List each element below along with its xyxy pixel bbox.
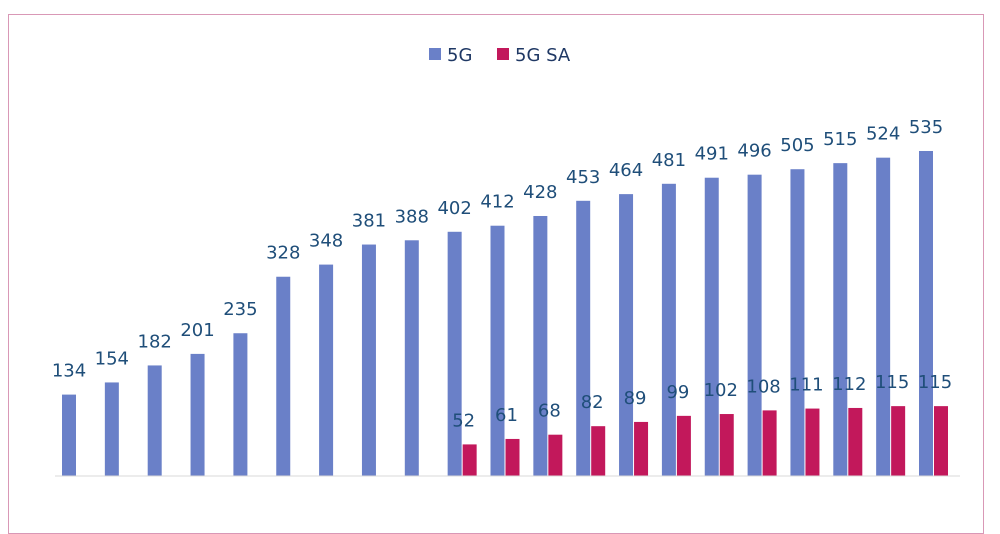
label-5g-12: 428 <box>523 182 557 203</box>
bar-5g-1 <box>62 394 76 476</box>
bar-5g-16 <box>704 177 719 476</box>
label-5g-6: 328 <box>266 243 300 264</box>
label-5g-18: 505 <box>780 135 814 156</box>
bar-5g-6 <box>276 276 291 476</box>
bar-5g-8 <box>361 244 376 476</box>
bar-5g-14 <box>619 194 634 476</box>
label-5g-5: 235 <box>223 299 257 320</box>
bar-5g-21 <box>919 150 933 477</box>
label-5g-sa-16: 102 <box>704 380 738 401</box>
label-5g-4: 201 <box>180 320 214 341</box>
bar-5g-sa-15 <box>676 415 691 476</box>
bar-5g-13 <box>576 200 591 477</box>
label-5g-sa-12: 68 <box>538 401 561 422</box>
bar-5g-sa-19 <box>848 407 863 476</box>
bar-5g-sa-16 <box>719 414 734 476</box>
label-5g-19: 515 <box>823 129 857 150</box>
bar-5g-sa-20 <box>891 406 906 476</box>
label-5g-21: 535 <box>909 117 943 138</box>
bar-5g-sa-13 <box>591 426 606 476</box>
legend: 5G 5G SA <box>429 45 571 66</box>
label-5g-15: 481 <box>652 150 686 171</box>
label-5g-2: 154 <box>95 348 129 369</box>
bar-5g-5 <box>233 333 248 476</box>
bar-5g-20 <box>876 157 891 477</box>
bar-5g-10 <box>447 231 462 476</box>
legend-label-5g: 5G <box>447 45 472 66</box>
bar-5g-sa-18 <box>805 408 820 476</box>
data-labels-group: 134 154 182 201 235 328 348 381 388 402 52 412 61 428… <box>52 117 952 431</box>
label-5g-sa-13: 82 <box>581 392 604 413</box>
label-5g-sa-20: 115 <box>875 372 909 393</box>
label-5g-7: 348 <box>309 231 343 252</box>
bar-5g-9 <box>404 240 419 476</box>
bar-5g-18 <box>790 169 805 476</box>
label-5g-20: 524 <box>866 124 900 145</box>
legend-label-5g-sa: 5G SA <box>515 45 571 66</box>
legend-swatch-5g <box>429 48 441 60</box>
bar-5g-12 <box>533 215 548 477</box>
bars-group <box>62 150 948 477</box>
label-5g-sa-19: 112 <box>832 374 866 395</box>
bar-5g-sa-10 <box>462 444 477 476</box>
label-5g-1: 134 <box>52 361 86 382</box>
label-5g-sa-17: 108 <box>746 376 780 397</box>
label-5g-3: 182 <box>138 331 172 352</box>
label-5g-17: 496 <box>737 141 771 162</box>
bar-5g-4 <box>190 353 205 476</box>
bar-5g-2 <box>104 382 119 476</box>
bar-5g-19 <box>833 163 848 476</box>
label-5g-16: 491 <box>695 144 729 165</box>
bar-5g-3 <box>147 365 162 476</box>
label-5g-8: 381 <box>352 211 386 232</box>
label-5g-sa-15: 99 <box>666 382 689 403</box>
label-5g-sa-10: 52 <box>452 410 475 431</box>
legend-swatch-5g-sa <box>497 48 509 60</box>
bar-5g-7 <box>319 264 334 476</box>
bar-5g-sa-12 <box>548 434 563 476</box>
bar-5g-15 <box>661 183 676 477</box>
label-5g-sa-21: 115 <box>918 372 952 393</box>
bar-5g-sa-21 <box>934 406 948 476</box>
label-5g-9: 388 <box>395 206 429 227</box>
bar-5g-sa-14 <box>634 421 649 476</box>
label-5g-sa-11: 61 <box>495 405 518 426</box>
label-5g-11: 412 <box>480 192 514 213</box>
label-5g-sa-18: 111 <box>789 375 823 396</box>
label-5g-sa-14: 89 <box>624 388 647 409</box>
bar-chart: 5G 5G SA 134 154 182 201 235 328 348 381 388 402 52… <box>52 45 960 477</box>
bar-5g-17 <box>747 174 762 476</box>
bar-5g-sa-17 <box>762 410 777 476</box>
bar-5g-sa-11 <box>505 438 520 476</box>
label-5g-14: 464 <box>609 160 643 181</box>
bar-5g-11 <box>490 225 505 476</box>
label-5g-13: 453 <box>566 167 600 188</box>
label-5g-10: 402 <box>437 198 471 219</box>
